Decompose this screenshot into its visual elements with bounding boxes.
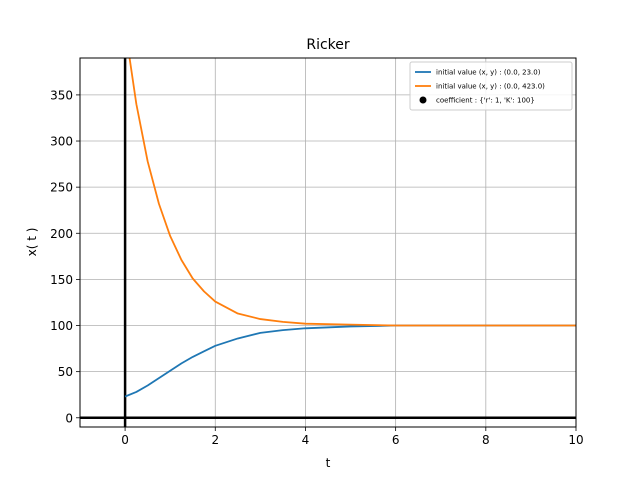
legend-box <box>409 61 573 111</box>
grid <box>80 58 577 427</box>
legend-label-2: initial value (x, y) : (0.0, 423.0) <box>436 83 545 91</box>
y-tick-label: 350 <box>50 88 73 102</box>
x-tick-label: 4 <box>302 433 310 447</box>
y-tick-label: 300 <box>50 135 73 149</box>
series-line-2 <box>128 58 576 327</box>
series-layer <box>124 58 576 398</box>
plot-frame <box>79 57 577 428</box>
legend: initial value (x, y) : (0.0, 23.0) initia… <box>409 61 573 111</box>
x-tick-label: 10 <box>568 433 583 447</box>
legend-label-1: initial value (x, y) : (0.0, 23.0) <box>436 69 541 77</box>
legend-marker-coefficient <box>419 96 427 104</box>
y-axis-label: x( t ) <box>25 228 39 257</box>
legend-label-coefficient: coefficient : {'r': 1, 'K': 100} <box>436 97 535 105</box>
zero-axes <box>80 58 576 427</box>
y-tick-label: 250 <box>50 181 73 195</box>
y-tick-label: 100 <box>50 319 73 333</box>
y-tick-label: 50 <box>58 365 73 379</box>
x-axis-label: t <box>326 456 331 470</box>
chart-title: Ricker <box>306 37 350 53</box>
y-tick-label: 0 <box>65 411 73 425</box>
x-tick-label: 8 <box>482 433 490 447</box>
x-tick-label: 0 <box>121 433 129 447</box>
y-tick-label: 150 <box>50 273 73 287</box>
x-tick-label: 6 <box>392 433 400 447</box>
y-tick-label: 200 <box>50 227 73 241</box>
x-tick-label: 2 <box>211 433 219 447</box>
